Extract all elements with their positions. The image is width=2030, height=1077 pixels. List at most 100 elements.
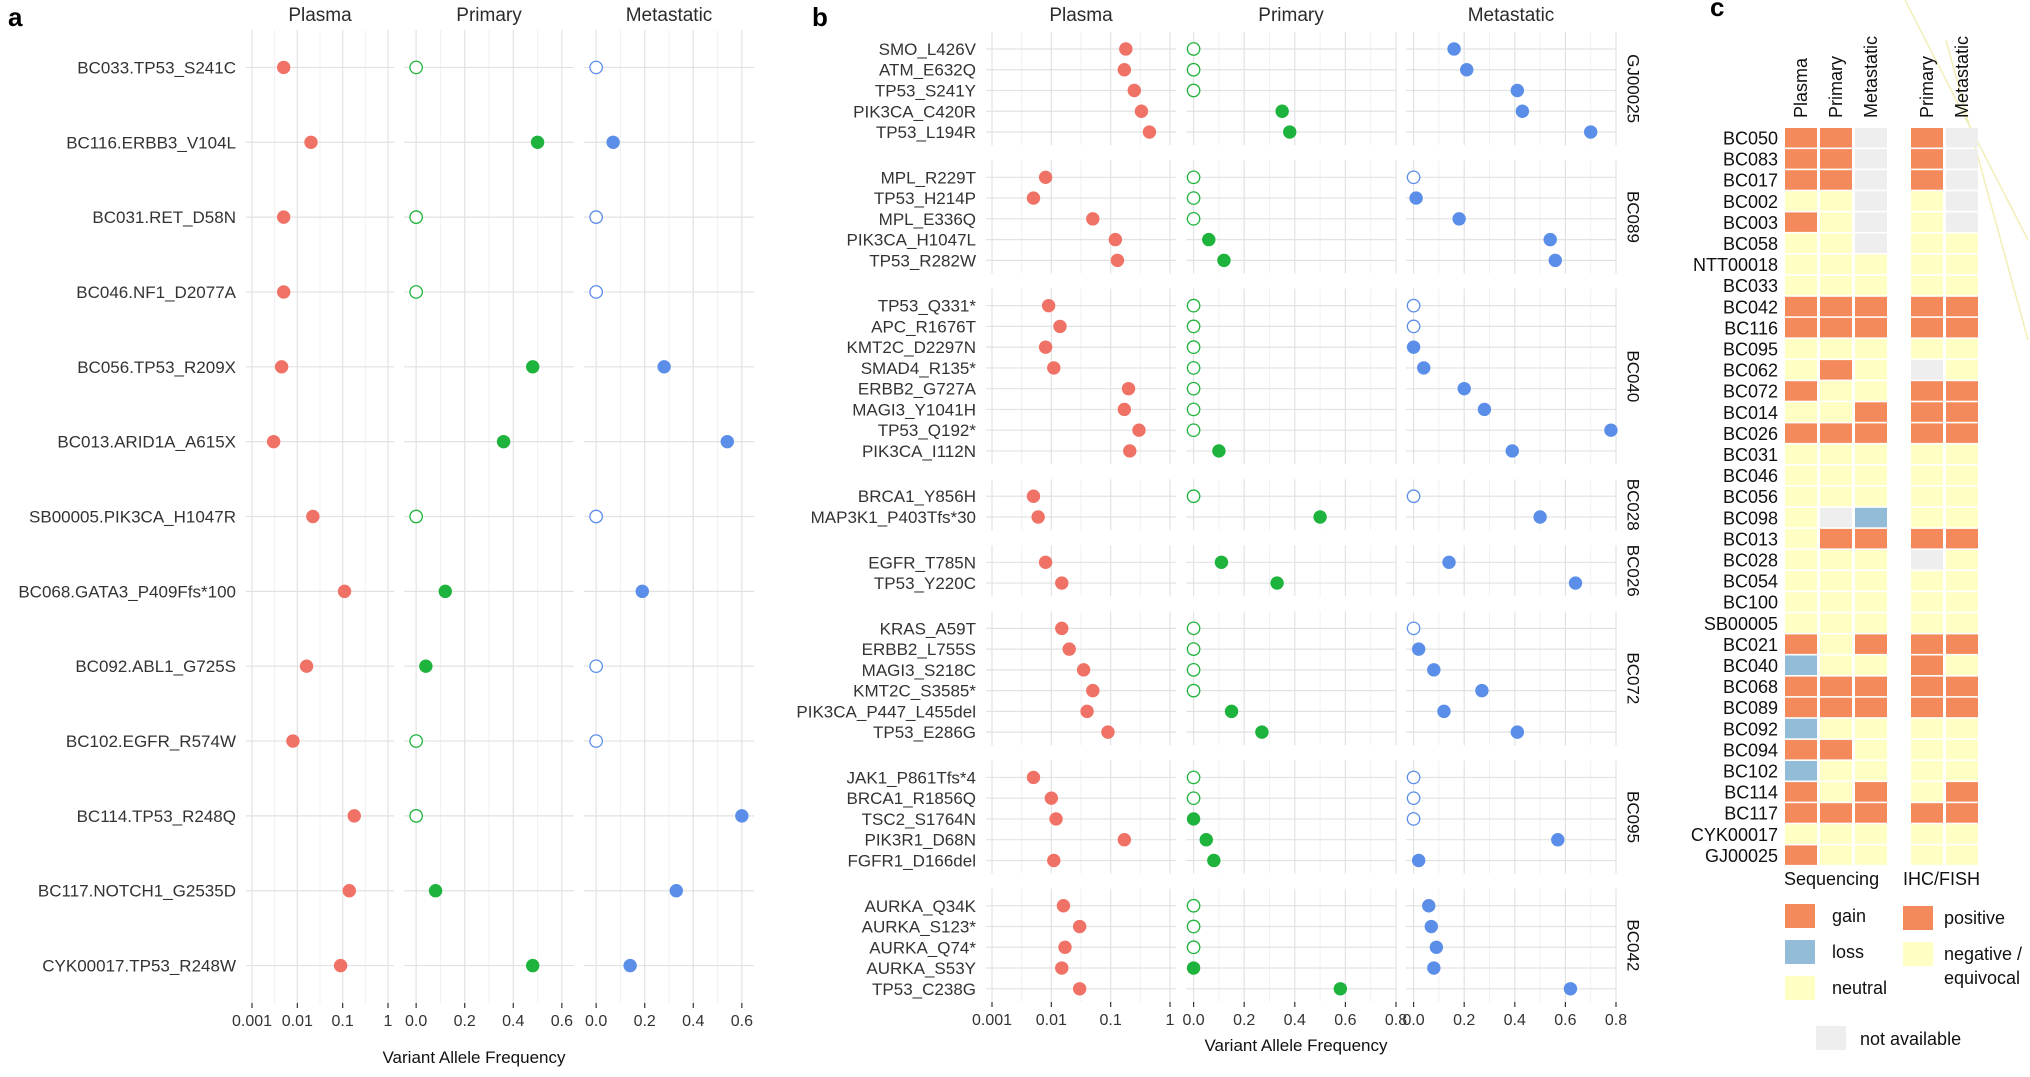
panel-c-cell-bc056-4: [1946, 486, 1978, 507]
panel-a-row-label: BC092.ABL1_G725S: [75, 657, 236, 676]
panel-b-point-plasma-kras-a59t: [1055, 621, 1069, 636]
panel-b-panel-bg: [1406, 160, 1616, 274]
panel-c-cell-bc054-2: [1855, 571, 1887, 591]
panel-b-point-primary-pik3ca-c420r: [1275, 104, 1289, 118]
panel-b-point-primary-tp53-y220c: [1270, 576, 1284, 590]
panel-c-row-label: BC033: [1723, 276, 1778, 296]
panel-b-point-primary-aurka-q34k: [1186, 898, 1201, 913]
panel-c-cell-bc083-2: [1855, 149, 1887, 169]
panel-a-facet-title-primary: Primary: [456, 5, 522, 26]
panel-c-cell-bc094-4: [1946, 739, 1978, 760]
panel-b-tick-label-plasma: 0.01: [1036, 1012, 1067, 1029]
panel-c-row-label: BC026: [1723, 424, 1778, 444]
panel-b-row-label: TP53_L194R: [876, 123, 976, 142]
panel-b-point-metastatic-fgfr1-d166del: [1411, 853, 1426, 868]
panel-a-point-plasma-bc117-notch1-g2535d: [342, 884, 356, 898]
panel-c-cell-bc042-4: [1946, 296, 1978, 317]
panel-b-point-metastatic-kras-a59t: [1406, 621, 1421, 636]
panel-c-row-label: NTT00018: [1693, 255, 1778, 275]
panel-b-row-label: PIK3CA_I112N: [862, 442, 976, 461]
panel-b-panel-bg: [1186, 545, 1396, 597]
panel-c-cell-bc021-0: [1785, 634, 1817, 654]
panel-a-point-plasma-bc116-erbb3-v104l: [304, 135, 318, 149]
panel-a-row-label: CYK00017.TP53_R248W: [42, 957, 236, 976]
panel-c-cell-bc026-3: [1911, 423, 1943, 443]
panel-b-point-primary-aurka-s53y: [1186, 961, 1201, 975]
panel-c-row-label: BC013: [1723, 529, 1778, 549]
panel-b-point-metastatic-pik3ca-c420r: [1515, 104, 1530, 118]
panel-c-cell-bc031-1: [1820, 444, 1852, 464]
panel-b-point-primary-kras-a59t: [1186, 621, 1201, 636]
panel-b-row-label: EGFR_T785N: [868, 553, 976, 572]
panel-c-cell-bc072-3: [1911, 381, 1943, 401]
panel-b-row-label: PIK3CA_P447_L455del: [796, 702, 976, 721]
panel-c-cell-cyk00017-2: [1855, 824, 1887, 844]
panel-b-row-label: SMAD4_R135*: [861, 359, 977, 378]
panel-b-point-metastatic-map3k1-p403tfs-30: [1533, 510, 1547, 524]
panel-b-point-metastatic-kmt2c-d2297n: [1406, 340, 1421, 354]
panel-b-point-primary-tp53-c238g: [1333, 982, 1348, 996]
panel-b-point-metastatic-pik3ca-i112n: [1505, 444, 1519, 458]
panel-a-row-label: BC013.ARID1A_A615X: [57, 433, 236, 452]
panel-a-point-primary-bc031-ret-d58n: [409, 210, 423, 224]
panel-c-cell-bc031-3: [1911, 444, 1943, 464]
panel-b-point-plasma-erbb2-g727a: [1121, 381, 1136, 396]
panel-a-point-primary-cyk00017-tp53-r248w: [526, 958, 540, 973]
panel-c-cell-bc050-2: [1855, 128, 1887, 148]
panel-c-legend-title-ihc: IHC/FISH: [1903, 869, 1980, 889]
panel-a-row-label: BC068.GATA3_P409Ffs*100: [18, 582, 236, 601]
panel-b-row-label: PIK3CA_C420R: [853, 102, 976, 121]
panel-c-cell-bc003-0: [1785, 212, 1817, 232]
panel-c-legend-swatch-positive: [1903, 906, 1933, 930]
panel-c-cell-bc056-3: [1911, 486, 1943, 507]
panel-b-point-plasma-pik3ca-c420r: [1134, 104, 1149, 118]
panel-c-cell-bc013-4: [1946, 528, 1978, 549]
panel-c-cell-gj00025-1: [1820, 845, 1852, 865]
panel-a-point-metastatic-bc031-ret-d58n: [589, 210, 603, 224]
panel-b-row-label: FGFR1_D166del: [847, 851, 976, 870]
panel-b-point-plasma-tp53-y220c: [1055, 576, 1069, 590]
panel-c-cell-bc021-3: [1911, 634, 1943, 654]
panel-b-point-primary-tp53-s241y: [1186, 83, 1201, 98]
panel-b-group-label-bc028: BC028: [1624, 479, 1643, 531]
panel-b-group-label-gj00025: GJ00025: [1624, 54, 1643, 123]
panel-b-point-primary-pik3ca-p447-l455del: [1224, 704, 1239, 719]
panel-c-cell-bc056-1: [1820, 486, 1852, 507]
panel-b-point-primary-erbb2-g727a: [1186, 381, 1201, 396]
panel-c-cell-bc040-4: [1946, 655, 1978, 675]
panel-c-cell-cyk00017-0: [1785, 824, 1817, 844]
panel-c-cell-bc028-2: [1855, 550, 1887, 570]
panel-c-cell-bc102-3: [1911, 761, 1943, 781]
panel-a-point-plasma-bc033-tp53-s241c: [276, 60, 291, 75]
panel-b-tick-label-plasma: 0.1: [1100, 1012, 1122, 1029]
panel-c-legend-swatch-neutral: [1785, 976, 1815, 1000]
panel-a-point-primary-bc092-abl1-g725s: [419, 659, 433, 673]
panel-a-point-plasma-sb00005-pik3ca-h1047r: [306, 509, 320, 524]
panel-b-group-label-bc089: BC089: [1624, 191, 1643, 243]
panel-c-row-label: BC117: [1724, 804, 1778, 824]
panel-c-cell-bc072-4: [1946, 381, 1978, 401]
panel-b-point-metastatic-tsc2-s1764n: [1406, 812, 1421, 826]
panel-c-cell-bc114-0: [1785, 782, 1817, 802]
panel-c-legend-title-sequencing: Sequencing: [1784, 869, 1879, 889]
panel-b-point-primary-jak1-p861tfs-4: [1186, 770, 1201, 785]
panel-b-point-primary-egfr-t785n: [1214, 555, 1229, 569]
panel-b-point-primary-magi3-y1041h: [1186, 402, 1201, 417]
panel-a-tick-label-primary: 0.6: [551, 1013, 573, 1030]
panel-c-row-label: BC002: [1723, 192, 1778, 212]
panel-c-row-label: BC068: [1723, 677, 1778, 697]
panel-a-point-plasma-bc056-tp53-r209x: [274, 360, 289, 374]
panel-c-row-label: BC042: [1723, 297, 1778, 317]
panel-b-point-primary-tp53-l194r: [1283, 125, 1297, 139]
panel-b-facet-title-primary: Primary: [1258, 5, 1324, 26]
panel-b-point-plasma-kmt2c-d2297n: [1038, 340, 1053, 354]
panel-b-row-label: MPL_E336Q: [879, 210, 976, 229]
panel-c-row-label: BC017: [1723, 171, 1778, 191]
panel-b-point-metastatic-tp53-s241y: [1510, 83, 1525, 98]
panel-b-point-primary-pik3ca-h1047l: [1202, 232, 1216, 247]
panel-c-cell-bc003-1: [1820, 212, 1852, 232]
panel-b-point-metastatic-jak1-p861tfs-4: [1406, 770, 1421, 785]
panel-c-cell-bc013-2: [1855, 528, 1887, 549]
panel-c-cell-bc050-0: [1785, 128, 1817, 148]
